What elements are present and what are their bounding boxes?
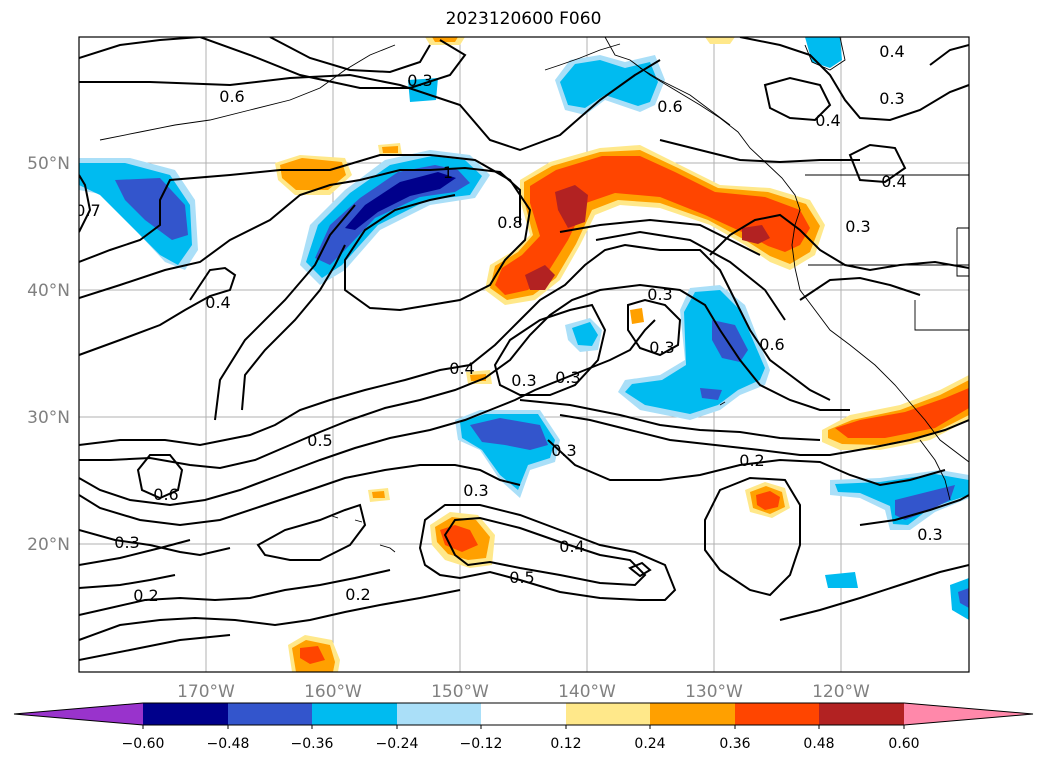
lat-label: 30°N: [27, 408, 70, 428]
contour-lines: [79, 37, 969, 661]
lat-label: 50°N: [27, 154, 70, 174]
contour-label: 0.4: [449, 359, 474, 378]
contour-label: 0.3: [463, 481, 488, 500]
contour-label: 0.5: [509, 568, 534, 587]
colorbar-segment: [481, 703, 566, 725]
contour-label: 0.3: [407, 71, 432, 90]
colorbar-tick: 0.36: [719, 736, 750, 752]
contour-label: 0.3: [879, 89, 904, 108]
contour-label: 0.2: [739, 451, 764, 470]
colorbar-segment: [735, 703, 819, 725]
lat-label: 20°N: [27, 535, 70, 555]
contour-label: 0.6: [153, 485, 178, 504]
colorbar-segment: [312, 703, 397, 725]
contour-label: 0.3: [845, 217, 870, 236]
lon-label: 150°W: [431, 682, 489, 702]
colorbar-tick: 0.12: [550, 736, 581, 752]
contour-label: 0.7: [75, 201, 100, 220]
colorbar-segment: [228, 703, 312, 725]
contour-label: 0.3: [551, 441, 576, 460]
contour-labels: 0.6 0.3 0.6 0.4 0.3 0.4 0.3 0.4 0.7 1 0.…: [75, 42, 943, 605]
colorbar-segment: [14, 703, 143, 725]
colorbar-tick: −0.12: [460, 736, 503, 752]
colorbar-tick: −0.24: [376, 736, 419, 752]
contour-label: 0.4: [815, 111, 840, 130]
longitude-labels: 170°W 160°W 150°W 140°W 130°W 120°W: [177, 682, 870, 702]
colorbar-segment: [650, 703, 735, 725]
map-title: 2023120600 F060: [445, 9, 602, 29]
colorbar-segment: [143, 703, 228, 725]
contour-label: 0.5: [307, 431, 332, 450]
colorbar-tick: −0.60: [122, 736, 165, 752]
lon-label: 140°W: [558, 682, 616, 702]
contour-label: 0.6: [657, 97, 682, 116]
lon-label: 130°W: [685, 682, 743, 702]
latitude-labels: 50°N 40°N 30°N 20°N: [27, 154, 70, 555]
contour-label: 0.4: [881, 172, 906, 191]
contour-label: 1: [443, 163, 453, 182]
contour-label: 0.6: [219, 87, 244, 106]
contour-label: 0.3: [649, 338, 674, 357]
lat-label: 40°N: [27, 281, 70, 301]
contour-label: 0.6: [759, 335, 784, 354]
colorbar-tick: −0.36: [291, 736, 334, 752]
map-frame: [78, 36, 970, 673]
colorbar: −0.60 −0.48 −0.36 −0.24 −0.12 0.12 0.24 …: [13, 702, 1034, 752]
contour-label: 0.8: [497, 213, 522, 232]
colorbar-tick: 0.48: [803, 736, 834, 752]
colorbar-segment: [397, 703, 481, 725]
colorbar-segment: [566, 703, 650, 725]
lon-label: 160°W: [304, 682, 362, 702]
coastlines: [99, 37, 969, 553]
contour-label: 0.4: [879, 42, 904, 61]
colorbar-tick: 0.24: [634, 736, 665, 752]
contour-label: 0.3: [114, 533, 139, 552]
contour-label: 0.3: [555, 368, 580, 387]
contour-label: 0.3: [917, 525, 942, 544]
contour-label: 0.3: [647, 285, 672, 304]
colorbar-tick: −0.48: [207, 736, 250, 752]
contour-label: 0.3: [511, 371, 536, 390]
colorbar-segment: [904, 703, 1033, 725]
contour-label: 0.4: [205, 293, 230, 312]
colorbar-tick: 0.60: [888, 736, 919, 752]
contour-label: 0.2: [133, 586, 158, 605]
lon-label: 170°W: [177, 682, 235, 702]
contour-label: 0.4: [559, 537, 584, 556]
colorbar-segment: [819, 703, 904, 725]
contour-label: 0.2: [345, 585, 370, 604]
lon-label: 120°W: [812, 682, 870, 702]
